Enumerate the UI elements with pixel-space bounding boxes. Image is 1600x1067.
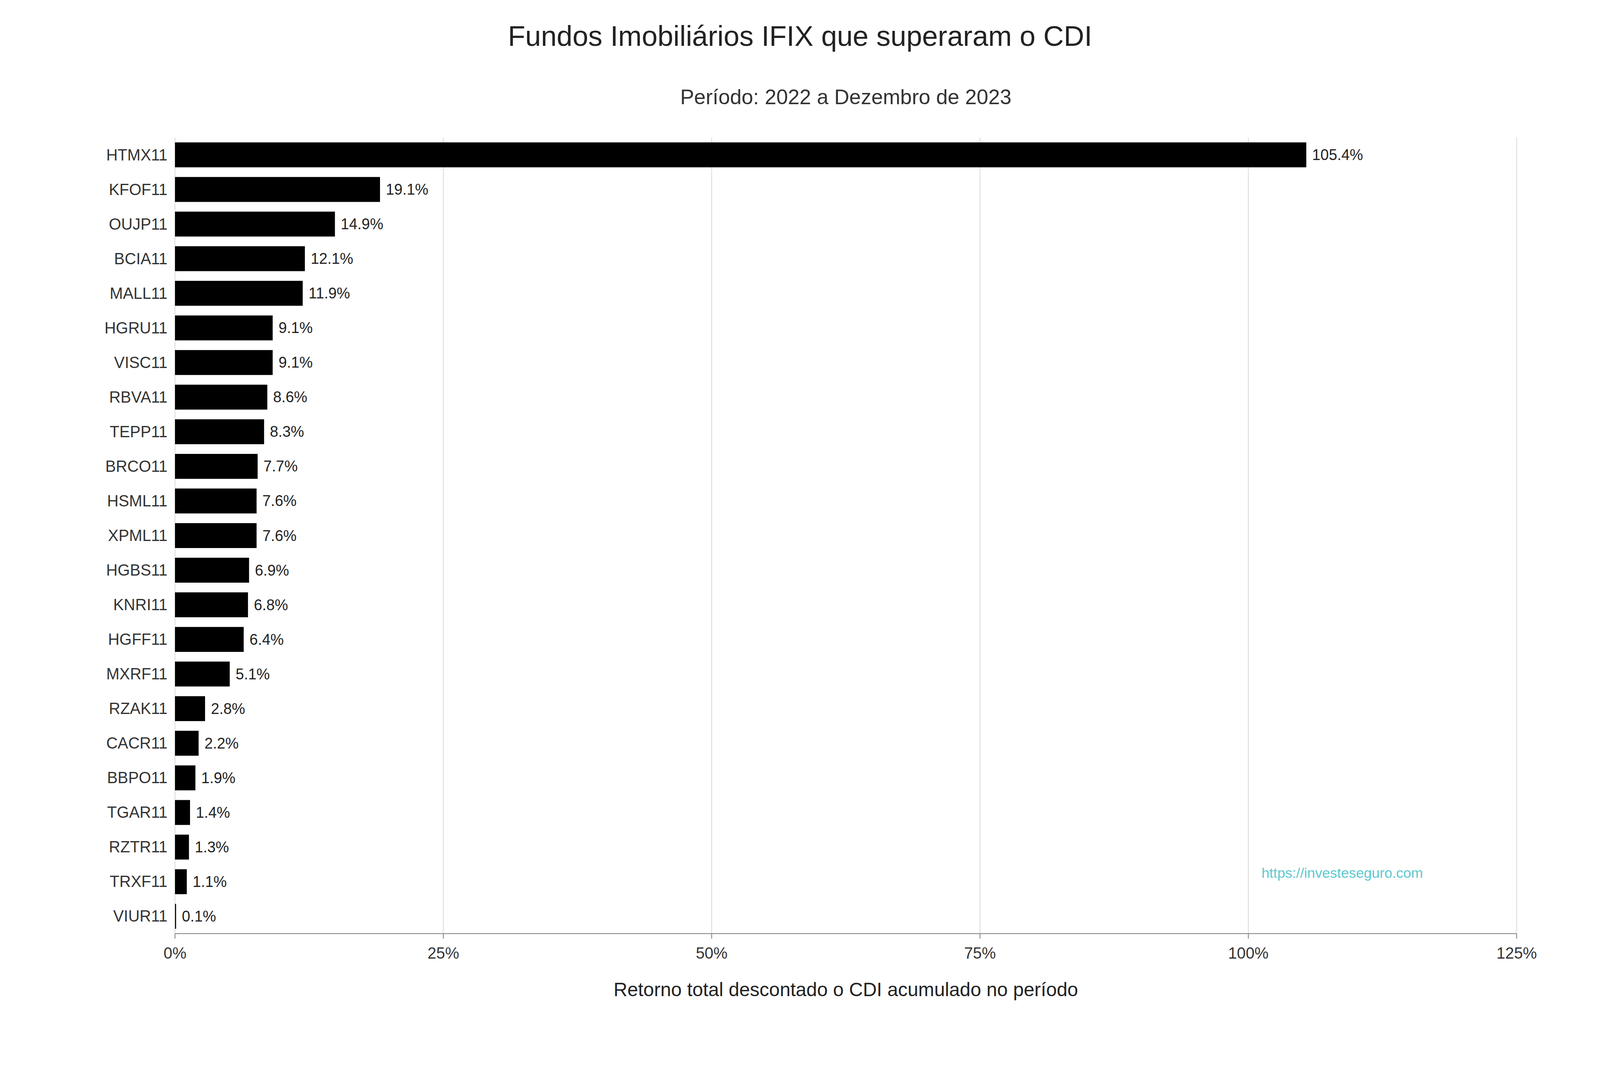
grid — [175, 137, 1517, 934]
category-label: TGAR11 — [107, 803, 168, 821]
data-label: 2.2% — [204, 734, 239, 752]
grid-line — [1516, 137, 1518, 934]
bar — [175, 834, 189, 860]
data-label: 1.9% — [201, 769, 236, 787]
data-label: 9.1% — [278, 319, 313, 337]
category-label: MALL11 — [109, 284, 168, 303]
tick-mark — [1516, 933, 1518, 939]
bar — [175, 661, 230, 687]
bar — [175, 903, 177, 929]
tick-mark — [442, 933, 444, 939]
bar — [175, 453, 258, 479]
category-label: HGFF11 — [107, 630, 168, 648]
bar — [175, 315, 273, 341]
data-label: 7.6% — [262, 527, 297, 545]
grid-line — [1247, 137, 1249, 934]
bar — [175, 695, 205, 721]
category-label: BCIA11 — [114, 250, 168, 268]
data-label: 7.6% — [262, 492, 297, 510]
background — [0, 0, 1600, 1067]
category-label: OUJP11 — [108, 215, 168, 233]
category-label: KFOF11 — [108, 180, 168, 199]
bar — [175, 730, 199, 756]
bar — [175, 246, 305, 272]
category-label: HGBS11 — [106, 561, 168, 579]
category-label: VIUR11 — [113, 907, 168, 925]
bar — [175, 142, 1307, 168]
tick-label: 100% — [1227, 944, 1269, 962]
tick-label: 0% — [163, 944, 187, 962]
data-label: 5.1% — [235, 665, 270, 683]
tick-mark — [1247, 933, 1249, 939]
data-label: 6.8% — [253, 596, 288, 614]
tick-mark — [174, 933, 176, 939]
category-label: MXRF11 — [106, 665, 168, 683]
bar — [175, 557, 250, 583]
x-axis: 0% 25% 50% 75% 100% 125% — [163, 933, 1538, 962]
bar — [175, 869, 187, 895]
category-label: TRXF11 — [109, 872, 168, 890]
bar — [175, 592, 248, 618]
bar — [175, 384, 268, 410]
data-label: 11.9% — [308, 284, 350, 302]
category-label: BBPO11 — [107, 768, 168, 787]
data-label: 9.1% — [278, 353, 313, 371]
data-label: 12.1% — [310, 250, 354, 268]
bar — [175, 177, 380, 203]
bar — [175, 765, 196, 790]
data-label: 2.8% — [210, 700, 245, 718]
bar — [175, 211, 335, 237]
axis-line — [175, 932, 1517, 934]
category-label: KNRI11 — [113, 595, 168, 614]
bar — [175, 280, 303, 306]
category-label: BRCO11 — [105, 457, 168, 475]
tick-label: 125% — [1496, 944, 1537, 962]
bar — [175, 350, 273, 375]
data-label: 8.3% — [270, 422, 305, 440]
category-label: HGRU11 — [104, 319, 168, 337]
data-label: 6.4% — [249, 630, 284, 648]
data-labels: 105.4% 19.1%14.9% 12.1% 11.9% 9.1% 9.1% 8.6% 8.… — [182, 146, 1364, 925]
category-label: RZTR11 — [108, 837, 168, 856]
title: Fundos Imobiliários IFIX que superaram o… — [507, 20, 1093, 52]
subtitle: Período: 2022 a Dezembro de 2023 — [680, 85, 1012, 109]
category-label: HSML11 — [107, 492, 168, 510]
data-label: 105.4% — [1312, 146, 1363, 164]
bar — [175, 799, 190, 825]
tick-label: 25% — [427, 944, 460, 962]
data-label: 1.1% — [192, 872, 227, 890]
bars — [175, 142, 1307, 929]
tick-mark — [711, 933, 713, 939]
bar — [175, 419, 265, 445]
category-label: CACR11 — [106, 734, 168, 752]
annotation: https://investeseguro.com — [1261, 864, 1423, 881]
category-label: TEPP11 — [109, 422, 168, 441]
category-label: VISC11 — [114, 353, 168, 372]
data-label: 1.4% — [195, 803, 230, 821]
category-label: HTMX11 — [106, 146, 168, 164]
x-axis-label: Retorno total descontado o CDI acumulado… — [613, 978, 1079, 1000]
data-label: 7.7% — [263, 457, 298, 475]
data-label: 8.6% — [273, 388, 308, 406]
bar — [175, 488, 257, 514]
tick-label: 75% — [964, 944, 996, 962]
category-label: RZAK11 — [108, 699, 168, 718]
data-label: 19.1% — [385, 180, 429, 198]
tick-mark — [979, 933, 981, 939]
data-label: 0.1% — [182, 907, 217, 925]
data-label: 6.9% — [255, 561, 290, 579]
category-label: XPML11 — [107, 526, 168, 545]
data-label: 1.3% — [194, 838, 229, 856]
y-axis: HTMX11 KFOF11 OUJP11 BCIA11 MALL11 HGRU11 VISC… — [104, 146, 168, 925]
bar — [175, 522, 257, 548]
category-label: RBVA11 — [109, 388, 168, 406]
grid-line — [711, 137, 713, 934]
grid-line — [979, 137, 981, 934]
data-label: 14.9% — [340, 215, 384, 233]
tick-label: 50% — [695, 944, 728, 962]
bar — [175, 626, 244, 652]
chart: Fundos Imobiliários IFIX que superaram o… — [0, 0, 1600, 1067]
grid-line — [442, 137, 444, 934]
